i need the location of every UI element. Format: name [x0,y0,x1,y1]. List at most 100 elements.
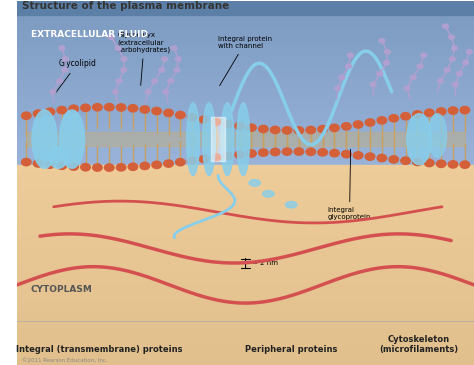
Bar [17,238,474,242]
Bar [17,292,474,295]
Text: Structure of the plasma membrane: Structure of the plasma membrane [22,1,229,11]
Circle shape [21,158,32,166]
Circle shape [45,160,55,169]
Circle shape [388,155,399,164]
Ellipse shape [237,103,250,176]
Circle shape [329,149,340,158]
Bar [17,248,474,251]
Bar [17,80,474,83]
Bar [17,218,474,222]
Bar [17,151,474,155]
Circle shape [68,104,79,113]
Circle shape [80,103,91,112]
Circle shape [424,159,435,168]
Ellipse shape [263,191,274,197]
Circle shape [151,161,162,169]
Circle shape [222,120,233,128]
Circle shape [199,155,210,164]
Circle shape [341,122,352,131]
Bar [17,34,474,37]
Bar [17,231,474,235]
Bar [17,308,474,312]
Bar [17,17,474,20]
Circle shape [410,74,417,80]
Circle shape [437,78,444,84]
Bar [17,201,474,205]
Bar [17,208,474,211]
Bar [17,261,474,265]
Circle shape [173,67,181,73]
Bar [17,30,474,34]
Bar [17,325,474,328]
Circle shape [116,163,127,172]
Ellipse shape [249,180,260,186]
Circle shape [116,103,127,112]
Circle shape [456,71,463,77]
Bar [17,215,474,218]
Bar [17,348,474,351]
Circle shape [376,71,383,77]
Bar [17,60,474,63]
Circle shape [466,49,473,55]
Circle shape [412,110,423,119]
Text: Cytoskeleton
(microfilaments): Cytoskeleton (microfilaments) [380,335,459,354]
Bar [17,76,474,80]
Circle shape [246,123,257,132]
Circle shape [436,160,447,168]
Circle shape [447,160,458,169]
Bar [17,50,474,53]
Circle shape [370,82,377,88]
Bar [26,132,465,146]
Circle shape [174,56,182,62]
Circle shape [222,151,233,160]
Bar [17,109,474,112]
Bar [17,312,474,315]
Bar [17,278,474,281]
Circle shape [258,124,269,133]
Circle shape [61,67,69,73]
Text: Glycocalyx
(extracellular
carbohydrates): Glycocalyx (extracellular carbohydrates) [118,32,171,85]
Circle shape [317,125,328,134]
Circle shape [45,107,55,116]
Bar [17,53,474,57]
Circle shape [270,126,281,134]
Circle shape [56,161,67,170]
Circle shape [167,78,174,84]
Circle shape [448,34,455,40]
Circle shape [104,103,115,112]
Text: Integral protein
with channel: Integral protein with channel [218,36,272,86]
Bar [17,258,474,261]
Circle shape [246,149,257,158]
Circle shape [436,107,447,116]
Bar [17,205,474,208]
Circle shape [444,67,451,73]
Bar [17,161,474,165]
Circle shape [187,156,198,165]
Circle shape [452,82,459,88]
Bar [17,86,474,89]
Circle shape [282,147,292,156]
Bar [17,47,474,50]
Circle shape [56,78,63,84]
Bar [17,27,474,30]
Bar [17,165,474,168]
Bar [17,272,474,275]
Circle shape [305,147,316,156]
Bar [17,112,474,115]
Bar [17,125,474,128]
Bar [17,148,474,151]
Ellipse shape [187,103,200,176]
Circle shape [162,89,169,95]
Ellipse shape [202,103,215,176]
Bar [17,93,474,96]
Circle shape [114,45,122,51]
Circle shape [33,109,44,118]
Circle shape [365,152,375,161]
Bar [17,362,474,365]
Bar [17,328,474,332]
Bar [17,288,474,292]
Circle shape [376,154,387,162]
Bar [17,83,474,86]
Circle shape [424,108,435,117]
Bar [17,7,474,11]
